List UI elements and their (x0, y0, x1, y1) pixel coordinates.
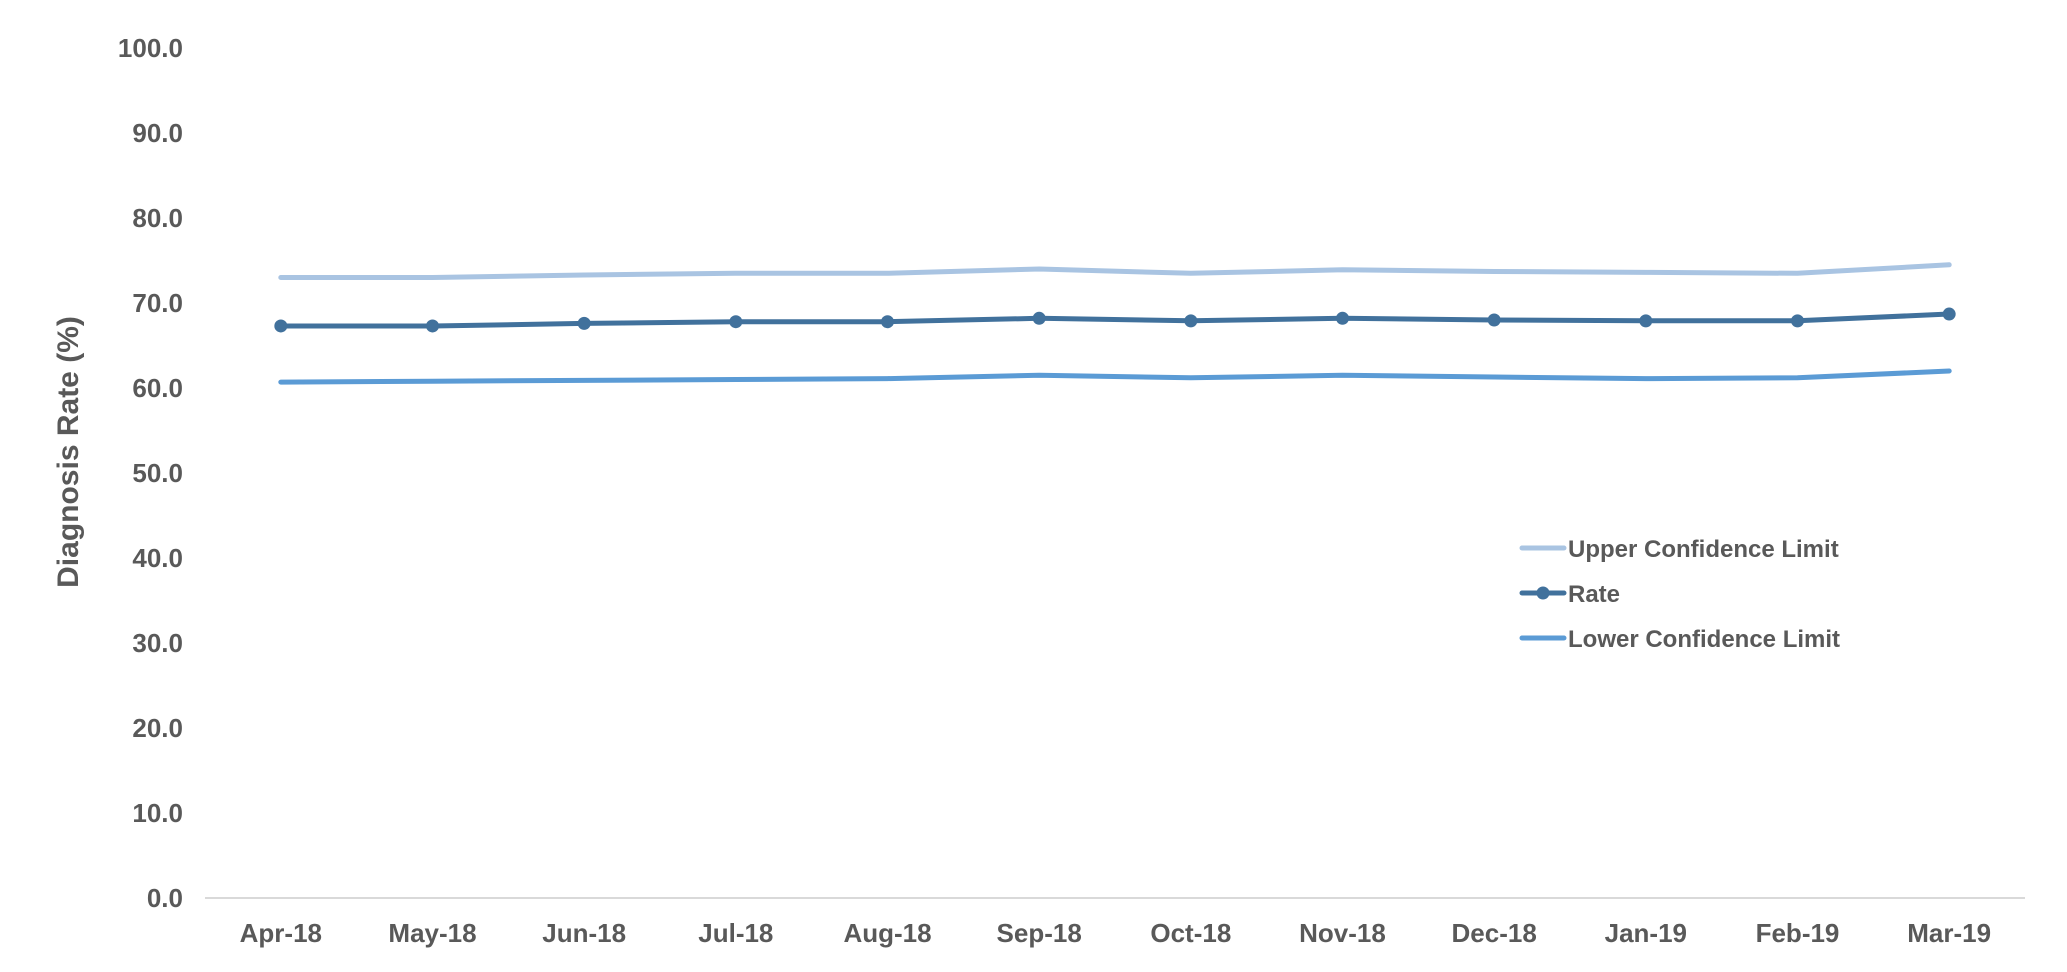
data-point-rate (274, 319, 288, 333)
data-point-rate (729, 315, 743, 329)
y-tick-label: 30.0 (132, 628, 183, 658)
y-axis-ticks: 0.0 10.0 20.0 30.0 40.0 50.0 60.0 70.0 80.0 90.0 1… (118, 33, 183, 913)
y-tick-label: 60.0 (132, 373, 183, 403)
y-tick-label: 10.0 (132, 798, 183, 828)
legend-label-lower-confidence-limit: Lower Confidence Limit (1568, 626, 1840, 653)
data-point-rate (426, 319, 439, 333)
x-tick-label: Aug-18 (843, 918, 931, 948)
x-tick-label: Mar-19 (1907, 918, 1991, 948)
series-line-upper-confidence-limit (278, 262, 1952, 280)
y-tick-label: 40.0 (132, 543, 183, 573)
x-tick-label: May-18 (388, 918, 476, 948)
data-point-rate (1791, 314, 1804, 328)
data-point-rate (577, 316, 591, 330)
legend-label-rate: Rate (1568, 581, 1620, 608)
x-tick-label: Dec-18 (1452, 918, 1537, 948)
y-tick-label: 70.0 (132, 288, 183, 318)
x-tick-label: Jan-19 (1605, 918, 1687, 948)
data-point-rate (881, 315, 894, 329)
y-tick-label: 50.0 (132, 458, 183, 488)
x-tick-label: Sep-18 (997, 918, 1082, 948)
y-tick-label: 90.0 (132, 118, 183, 148)
data-point-rate (1487, 313, 1501, 327)
data-point-rate (1639, 314, 1653, 328)
x-tick-label: Jul-18 (698, 918, 773, 948)
data-point-rate (1942, 307, 1956, 321)
data-point-rate (1184, 314, 1198, 328)
y-tick-label: 0.0 (147, 883, 183, 913)
series-line-rate (278, 311, 1952, 329)
legend: Upper Confidence Limit Rate Lower Confiden… (1519, 536, 1840, 653)
x-tick-label: Nov-18 (1299, 918, 1386, 948)
y-tick-label: 100.0 (118, 33, 183, 63)
x-tick-label: Apr-18 (240, 918, 322, 948)
legend-marker-rate (1536, 586, 1550, 600)
x-axis-ticks: Apr-18 May-18 Jun-18 Jul-18 Aug-18 Sep-18 Oct-… (240, 918, 1991, 948)
data-point-rate (1336, 311, 1349, 325)
y-axis-title: Diagnosis Rate (%) (52, 316, 85, 588)
y-tick-label: 20.0 (132, 713, 183, 743)
data-point-rate (1032, 311, 1046, 325)
x-tick-label: Oct-18 (1150, 918, 1231, 948)
series-line-lower-confidence-limit (278, 368, 1952, 385)
x-tick-label: Feb-19 (1756, 918, 1840, 948)
series-layer (274, 262, 1956, 385)
y-tick-label: 80.0 (132, 203, 183, 233)
x-tick-label: Jun-18 (542, 918, 626, 948)
legend-label-upper-confidence-limit: Upper Confidence Limit (1568, 536, 1839, 563)
